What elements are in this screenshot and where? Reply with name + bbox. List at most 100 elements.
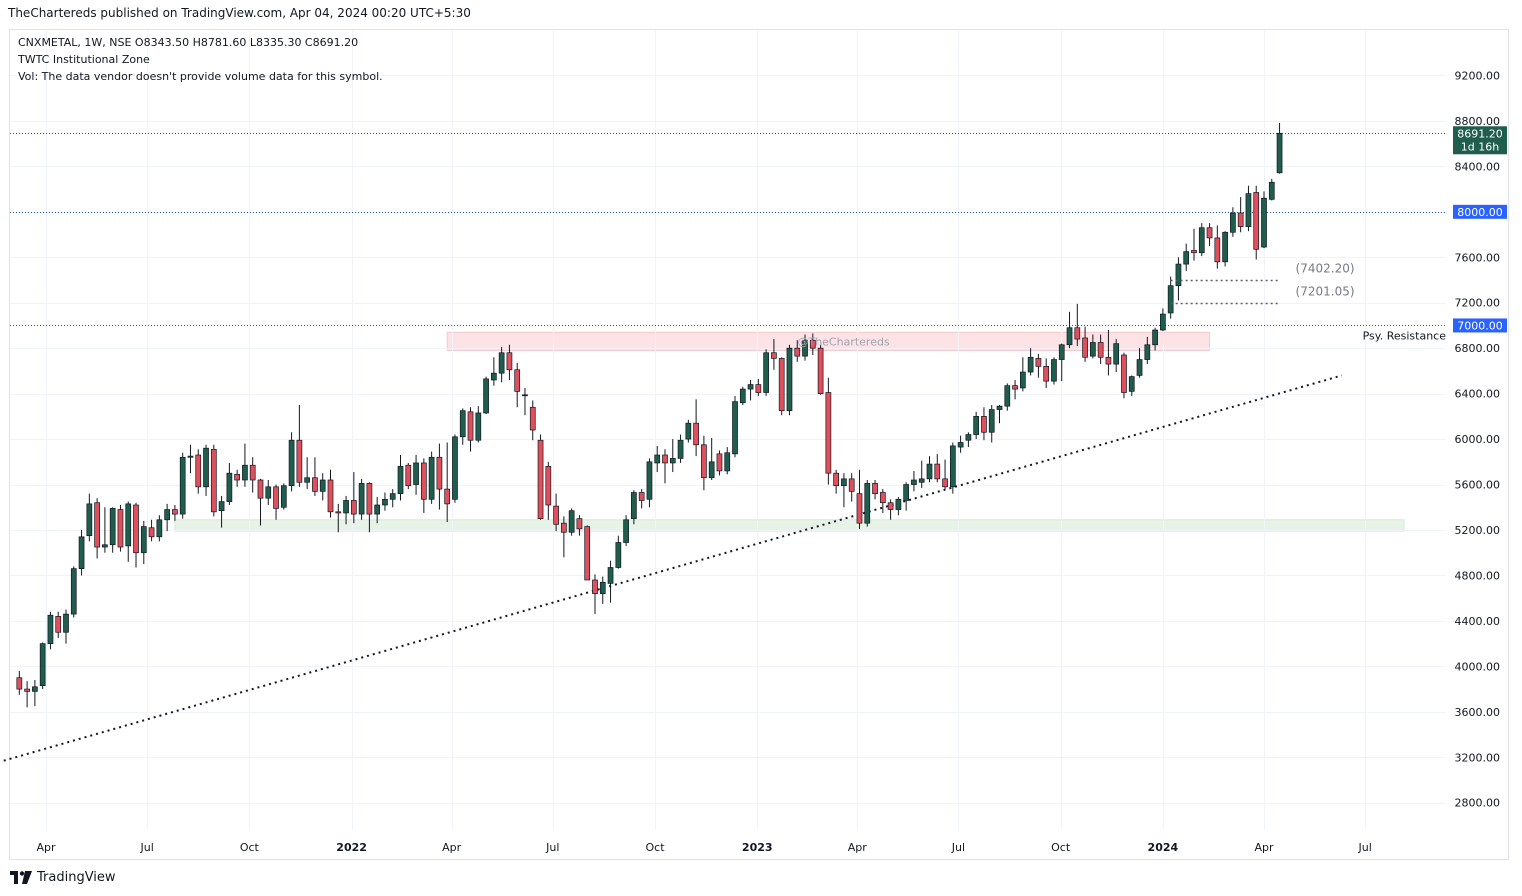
candle-body <box>280 485 287 508</box>
candle <box>949 442 956 494</box>
psy-resistance-label: Psy. Resistance <box>1363 329 1447 342</box>
level-badge <box>1453 204 1507 219</box>
candle-body <box>716 453 723 472</box>
grid-layer <box>10 30 1446 830</box>
candle-body <box>389 493 396 500</box>
time-tick-label: Oct <box>1051 841 1071 854</box>
candle-body <box>55 616 62 633</box>
candle <box>420 458 427 513</box>
chart-frame <box>9 29 1509 860</box>
candle-body <box>288 439 295 487</box>
candle-body <box>1253 192 1260 250</box>
candle-body <box>405 464 412 487</box>
time-axis[interactable]: Apr Jul Oct 2022 Apr Jul Oct 2023 Apr Jul Oct 2024 A… <box>36 841 1371 854</box>
candle <box>561 516 567 558</box>
candle <box>1261 191 1267 249</box>
price-axis[interactable]: 2800.00 3200.00 3600.00 4000.00 4400.00 4800.… <box>1453 69 1507 810</box>
candle-body <box>374 504 381 515</box>
candle <box>226 462 233 505</box>
time-tick-label: Jul <box>951 841 965 854</box>
time-tick-label: 2024 <box>1148 841 1179 854</box>
candle-body <box>631 492 637 519</box>
candle <box>887 499 894 520</box>
candle <box>1097 334 1104 365</box>
candle-body <box>1245 193 1252 227</box>
candle-body <box>732 401 738 455</box>
candle-body <box>584 526 591 581</box>
candle-body <box>841 478 847 487</box>
candle-body <box>1261 197 1267 248</box>
candle-body <box>78 536 85 569</box>
candle <box>646 458 653 508</box>
candle-body <box>210 448 217 513</box>
candle <box>350 472 357 524</box>
candle <box>1183 243 1190 271</box>
annotation-label: (7201.05) <box>1296 285 1355 299</box>
candle-body <box>1113 343 1120 365</box>
candle-body <box>529 406 536 431</box>
candle <box>747 380 754 401</box>
candle-body <box>1183 251 1190 265</box>
candle <box>1214 225 1221 269</box>
time-tick-label: 2022 <box>336 841 367 854</box>
candle-body <box>102 544 108 548</box>
candle <box>599 576 606 604</box>
candle-body <box>872 483 878 494</box>
candle <box>397 455 404 501</box>
candle-body <box>498 352 505 374</box>
candle-body <box>63 613 69 633</box>
candle <box>288 432 295 492</box>
candle-body <box>296 439 303 483</box>
tradingview-logo[interactable]: TradingView <box>10 870 116 885</box>
candle <box>1012 380 1018 400</box>
candle <box>210 444 217 517</box>
candle-body <box>934 463 941 480</box>
candle <box>164 503 170 532</box>
candle <box>343 495 349 525</box>
candle-body <box>195 454 202 488</box>
candle <box>55 611 62 638</box>
candle <box>662 449 668 484</box>
candle-body <box>1097 342 1104 358</box>
level-badge-label: 8000.00 <box>1457 206 1503 219</box>
candle-body <box>522 394 528 397</box>
candle <box>584 525 591 581</box>
publish-info: TheChartereds published on TradingView.c… <box>8 6 471 20</box>
candle <box>724 447 731 475</box>
candle <box>1160 308 1166 332</box>
candle-body <box>747 384 754 390</box>
candle <box>280 483 287 510</box>
candle <box>39 642 46 690</box>
candle-body <box>771 352 777 359</box>
candle <box>833 469 839 494</box>
candle <box>452 434 458 503</box>
tradingview-logo-icon <box>10 871 32 884</box>
candle-body <box>646 461 653 500</box>
candle <box>1128 375 1135 396</box>
candle-body <box>335 511 342 514</box>
candle <box>312 457 318 496</box>
candle <box>739 386 746 405</box>
candle <box>1230 207 1236 237</box>
price-tick-label: 4000.00 <box>1455 660 1501 673</box>
candle-body <box>623 519 629 543</box>
candle <box>24 681 30 708</box>
candle <box>716 450 723 476</box>
candle <box>405 462 412 490</box>
candle-body <box>234 473 240 481</box>
indicator-line[interactable]: TWTC Institutional Zone <box>18 53 150 66</box>
candle <box>514 362 521 408</box>
candle <box>1198 223 1205 257</box>
candle <box>70 566 77 618</box>
candle <box>809 333 816 355</box>
price-tick-label: 4800.00 <box>1455 569 1501 582</box>
last-price-label: 8691.20 <box>1457 127 1503 140</box>
candle <box>996 405 1003 424</box>
time-tick-label: Oct <box>645 841 665 854</box>
candle <box>374 497 381 524</box>
candle-body <box>1066 327 1073 346</box>
candle <box>382 492 388 511</box>
candle <box>537 434 544 520</box>
symbol-line[interactable]: CNXMETAL, 1W, NSE O8343.50 H8781.60 L833… <box>18 36 359 49</box>
